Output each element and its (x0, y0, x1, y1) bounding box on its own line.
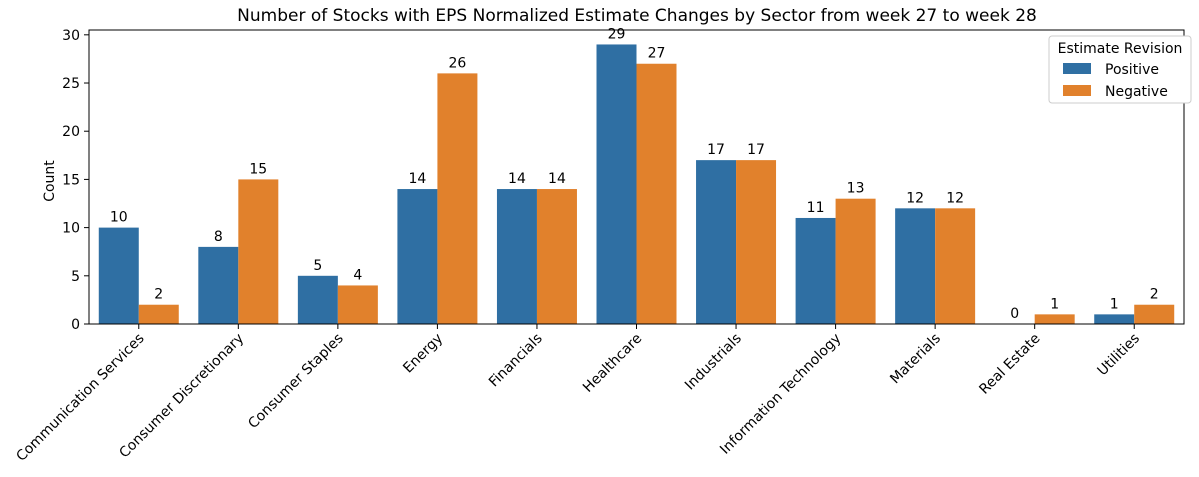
data-label-positive: 5 (313, 258, 322, 274)
chart-title: Number of Stocks with EPS Normalized Est… (237, 6, 1037, 26)
bar-positive (795, 217, 836, 324)
data-label-negative: 4 (353, 267, 362, 283)
y-tick-label: 20 (62, 124, 80, 140)
bar-negative (1034, 314, 1075, 324)
data-label-positive: 11 (807, 200, 825, 216)
data-label-negative: 14 (548, 171, 566, 187)
x-tick-label: Energy (400, 331, 446, 377)
data-label-positive: 10 (110, 210, 128, 226)
x-tick-label: Materials (887, 331, 944, 388)
data-label-negative: 17 (747, 142, 765, 158)
y-axis-label: Count (42, 160, 58, 202)
y-tick-label: 10 (62, 221, 80, 237)
x-tick-label: Healthcare (580, 331, 645, 396)
x-tick-label: Consumer Staples (245, 331, 346, 432)
bar-negative (1134, 304, 1175, 324)
bar-positive (98, 227, 139, 324)
bar-negative (138, 304, 179, 324)
data-label-negative: 27 (648, 46, 666, 62)
data-label-positive: 12 (906, 190, 924, 206)
legend-title: Estimate Revision (1058, 41, 1183, 57)
x-tick-label: Industrials (682, 331, 745, 394)
data-label-negative: 1 (1050, 296, 1059, 312)
data-label-negative: 2 (1150, 287, 1159, 303)
data-label-negative: 13 (847, 181, 865, 197)
bar-positive (596, 44, 637, 324)
bar-negative (935, 208, 976, 324)
bar-negative (337, 285, 378, 324)
y-tick-label: 5 (71, 269, 80, 285)
bar-negative (736, 160, 777, 324)
data-label-positive: 14 (508, 171, 526, 187)
data-label-negative: 26 (448, 55, 466, 71)
bar-positive (895, 208, 936, 324)
data-label-negative: 2 (154, 287, 163, 303)
legend-label-negative: Negative (1105, 84, 1168, 100)
x-tick-label: Financials (486, 331, 546, 391)
data-label-positive: 29 (608, 26, 626, 42)
bar-negative (636, 63, 677, 325)
data-label-positive: 1 (1110, 296, 1119, 312)
bar-positive (1094, 314, 1135, 324)
bar-negative (238, 179, 279, 324)
legend: Estimate Revision Positive Negative (1048, 35, 1192, 104)
bar-positive (496, 189, 537, 324)
legend-swatch-positive (1063, 63, 1091, 74)
y-tick-label: 25 (62, 76, 80, 92)
y-tick-label: 0 (71, 317, 80, 333)
data-label-negative: 12 (946, 190, 964, 206)
bar-positive (397, 189, 438, 324)
bar-positive (198, 246, 239, 324)
bar-negative (437, 73, 478, 325)
bar-positive (297, 275, 338, 324)
bar-negative (835, 198, 876, 324)
legend-swatch-negative (1063, 85, 1091, 96)
bar-negative (536, 189, 577, 324)
data-label-positive: 17 (707, 142, 725, 158)
bar-positive (696, 160, 737, 324)
x-tick-label: Real Estate (976, 331, 1043, 398)
y-tick-label: 30 (62, 28, 80, 44)
y-tick-label: 15 (62, 172, 80, 188)
x-tick-label: Utilities (1094, 331, 1143, 380)
legend-label-positive: Positive (1105, 62, 1159, 78)
data-label-positive: 8 (214, 229, 223, 245)
data-label-positive: 0 (1010, 306, 1019, 322)
data-label-negative: 15 (249, 161, 267, 177)
data-label-positive: 14 (408, 171, 426, 187)
plot-frame (88, 29, 1185, 325)
